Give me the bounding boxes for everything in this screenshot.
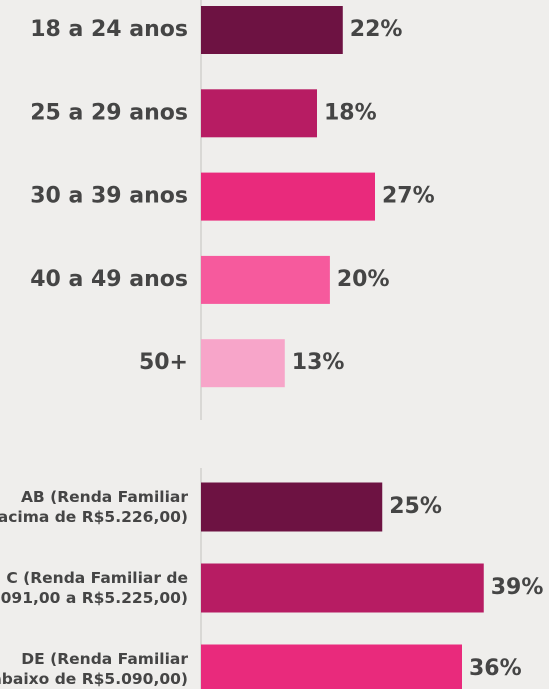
bar: [201, 563, 484, 613]
category-label: 18 a 24 anos: [30, 17, 188, 42]
bar: [201, 339, 285, 388]
bar: [201, 6, 343, 54]
value-label: 22%: [350, 17, 403, 42]
category-label: DE (Renda Familiar abaixo de R$5.090,00): [0, 650, 188, 688]
value-label: 39%: [491, 575, 544, 600]
category-label: C (Renda Familiar deR$1.091,00 a R$5.225…: [0, 569, 188, 607]
bar: [201, 172, 375, 221]
value-label: 25%: [389, 494, 442, 519]
value-label: 36%: [469, 656, 522, 681]
category-label: 40 a 49 anos: [30, 267, 188, 292]
value-label: 13%: [292, 350, 345, 375]
category-label: AB (Renda Familiar acima de R$5.226,00): [0, 488, 188, 526]
category-label: 50+: [139, 350, 188, 375]
value-label: 18%: [324, 100, 377, 125]
category-label: 25 a 29 anos: [30, 100, 188, 125]
bar: [201, 482, 383, 532]
value-label: 20%: [337, 267, 390, 292]
bar: [201, 89, 317, 138]
value-label: 27%: [382, 184, 435, 209]
category-label: 30 a 39 anos: [30, 184, 188, 209]
bar: [201, 644, 462, 689]
bar: [201, 255, 330, 304]
